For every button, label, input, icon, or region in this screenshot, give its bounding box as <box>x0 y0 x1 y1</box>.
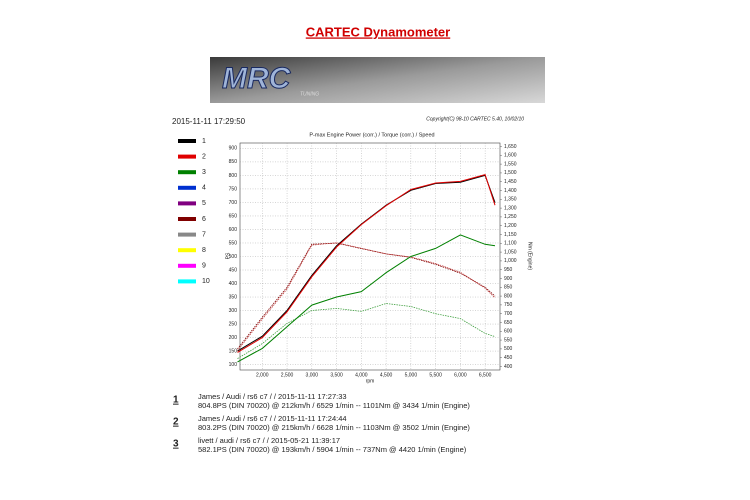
y2-tick-label: 950 <box>504 267 513 273</box>
legend-label: 10 <box>202 278 210 285</box>
y2-tick-label: 650 <box>504 320 513 326</box>
x-tick-label: 2,500 <box>281 372 294 378</box>
y2-tick-label: 1,450 <box>504 179 517 185</box>
logo: MRC <box>222 62 292 95</box>
legend-swatch <box>178 139 196 143</box>
y-tick-label: 800 <box>229 173 238 179</box>
y2-tick-label: 1,600 <box>504 153 517 159</box>
result-line: James / Audi / rs6 c7 / / 2015-11-11 17:… <box>198 414 347 423</box>
legend-swatch <box>178 232 196 237</box>
result-line: 804.8PS (DIN 70020) @ 212km/h / 6529 1/m… <box>198 401 470 410</box>
legend-swatch <box>178 170 196 175</box>
y-tick-label: 650 <box>229 213 238 219</box>
y-tick-label: 700 <box>229 200 238 206</box>
y-tick-label: 300 <box>229 308 238 314</box>
y-axis-label: PS <box>225 252 231 259</box>
y-tick-label: 150 <box>229 348 238 354</box>
legend-swatch <box>178 185 196 190</box>
x-tick-label: 4,500 <box>380 372 393 378</box>
y2-tick-label: 1,100 <box>504 241 517 247</box>
y-tick-label: 100 <box>229 362 238 368</box>
y2-tick-label: 700 <box>504 311 513 317</box>
result-line: livett / audi / rs6 c7 / / 2015-05-21 11… <box>198 436 340 445</box>
result-index: 1 <box>173 395 179 406</box>
legend-label: 7 <box>202 231 206 238</box>
y2-tick-label: 1,500 <box>504 170 517 176</box>
y2-tick-label: 600 <box>504 329 513 335</box>
result-line: James / Audi / rs6 c7 / / 2015-11-11 17:… <box>198 392 347 401</box>
x-tick-label: 3,000 <box>306 372 319 378</box>
y-tick-label: 850 <box>229 159 238 165</box>
y2-tick-label: 750 <box>504 302 513 308</box>
torque-line <box>237 303 496 359</box>
torque-line <box>237 242 496 350</box>
y2-tick-label: 450 <box>504 355 513 361</box>
result-line: 803.2PS (DIN 70020) @ 215km/h / 6628 1/m… <box>198 423 470 432</box>
x-axis-label: rpm <box>366 378 375 384</box>
legend-label: 4 <box>202 185 206 192</box>
y2-tick-label: 850 <box>504 285 513 291</box>
logo-sub: TUNING <box>300 91 319 97</box>
y2-tick-label: 1,650 <box>504 144 517 150</box>
legend-swatch <box>178 248 196 253</box>
legend-label: 1 <box>202 138 206 145</box>
power-line <box>237 173 496 353</box>
copyright: Copyright(C) 98-10 CARTEC 5.40, 10/02/10 <box>426 116 524 122</box>
x-tick-label: 5,000 <box>405 372 418 378</box>
legend-swatch <box>178 263 196 268</box>
legend-swatch <box>178 279 196 284</box>
y-tick-label: 450 <box>229 267 238 273</box>
y2-tick-label: 900 <box>504 276 513 282</box>
legend-label: 8 <box>202 247 206 254</box>
y2-tick-label: 1,050 <box>504 249 517 255</box>
legend-swatch <box>178 217 196 221</box>
y-tick-label: 350 <box>229 294 238 300</box>
y2-tick-label: 1,550 <box>504 161 517 167</box>
x-tick-label: 3,500 <box>330 372 343 378</box>
legend-swatch <box>178 201 196 206</box>
legend-label: 2 <box>202 153 206 160</box>
y2-tick-label: 500 <box>504 346 513 352</box>
result-index: 2 <box>173 417 179 428</box>
y-tick-label: 550 <box>229 240 238 246</box>
y2-tick-label: 550 <box>504 337 513 343</box>
y2-tick-label: 1,150 <box>504 232 517 238</box>
y-tick-label: 200 <box>229 335 238 341</box>
y-tick-label: 250 <box>229 321 238 327</box>
y-tick-label: 900 <box>229 146 238 152</box>
x-tick-label: 5,500 <box>429 372 442 378</box>
legend-label: 5 <box>202 200 206 207</box>
x-tick-label: 2,000 <box>256 372 269 378</box>
y2-axis-label: Nm (Engine) <box>527 242 533 270</box>
legend-label: 3 <box>202 169 206 176</box>
chart-title: P-max Engine Power (corr.) / Torque (cor… <box>309 132 434 138</box>
y2-tick-label: 1,400 <box>504 188 517 194</box>
x-tick-label: 6,000 <box>454 372 467 378</box>
banner <box>210 57 545 103</box>
y-tick-label: 400 <box>229 281 238 287</box>
y-tick-label: 600 <box>229 227 238 233</box>
y-tick-label: 750 <box>229 186 238 192</box>
page-title: CARTEC Dynamometer <box>306 24 450 39</box>
y-tick-label: 500 <box>229 254 238 260</box>
y2-tick-label: 1,250 <box>504 214 517 220</box>
result-index: 3 <box>173 439 179 450</box>
y2-tick-label: 400 <box>504 364 513 370</box>
y2-tick-label: 1,000 <box>504 258 517 264</box>
y2-tick-label: 800 <box>504 293 513 299</box>
legend-label: 6 <box>202 216 206 223</box>
y2-tick-label: 1,350 <box>504 197 517 203</box>
x-tick-label: 4,000 <box>355 372 368 378</box>
x-tick-label: 6,500 <box>479 372 492 378</box>
power-line <box>237 234 496 363</box>
legend-label: 9 <box>202 263 206 270</box>
result-line: 582.1PS (DIN 70020) @ 193km/h / 5904 1/m… <box>198 445 467 454</box>
y2-tick-label: 1,200 <box>504 223 517 229</box>
y2-tick-label: 1,300 <box>504 205 517 211</box>
legend-swatch <box>178 154 196 159</box>
date: 2015-11-11 17:29:50 <box>172 117 246 126</box>
